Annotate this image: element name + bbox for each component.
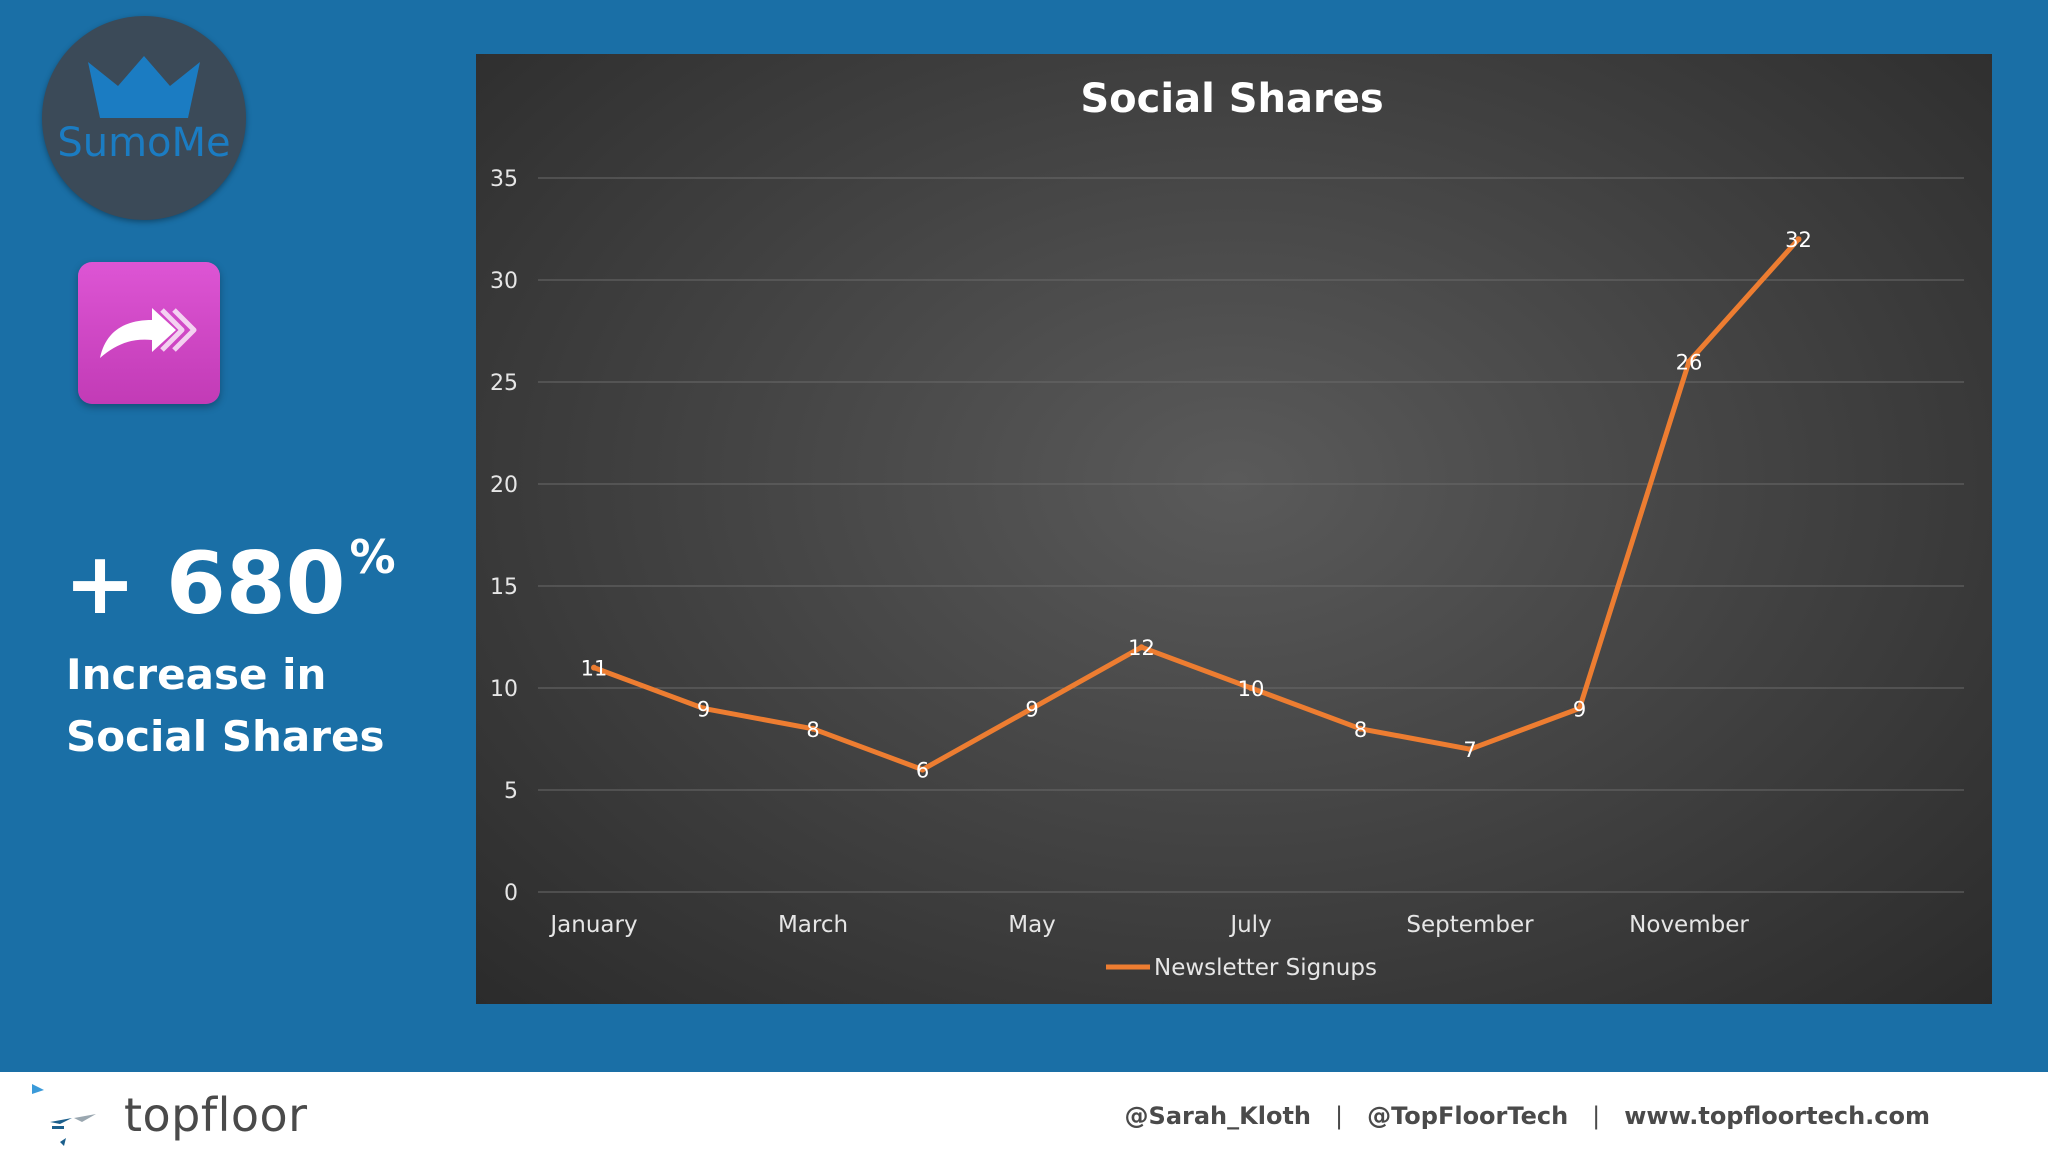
website-link[interactable]: www.topfloortech.com bbox=[1624, 1102, 1930, 1130]
share-app-icon bbox=[78, 262, 220, 404]
data-label: 6 bbox=[916, 759, 929, 783]
x-tick-label: July bbox=[1228, 912, 1271, 938]
crown-icon bbox=[88, 56, 200, 118]
footer-bar bbox=[0, 1072, 2048, 1152]
gridlines bbox=[538, 177, 1964, 893]
x-tick-label: September bbox=[1406, 912, 1534, 938]
stat-caption: Increase in Social Shares bbox=[66, 644, 384, 768]
x-tick-label: May bbox=[1008, 912, 1056, 938]
data-labels: 11 9 8 6 9 12 10 8 7 9 26 32 bbox=[581, 228, 1812, 782]
y-tick-label: 30 bbox=[490, 269, 518, 294]
data-point bbox=[700, 705, 707, 712]
data-label: 9 bbox=[1573, 697, 1586, 721]
data-point bbox=[1576, 705, 1583, 712]
topfloor-logo-icon bbox=[32, 1084, 96, 1146]
data-point bbox=[919, 766, 926, 773]
twitter-handle-company[interactable]: @TopFloorTech bbox=[1367, 1102, 1569, 1130]
data-point bbox=[1138, 644, 1145, 651]
data-label: 8 bbox=[1354, 718, 1367, 742]
data-label: 8 bbox=[806, 718, 819, 742]
series-line bbox=[591, 236, 1801, 773]
data-point bbox=[1795, 236, 1802, 243]
data-point bbox=[810, 725, 816, 732]
sumome-wordmark: SumoMe bbox=[57, 120, 231, 166]
data-label: 7 bbox=[1463, 738, 1476, 762]
twitter-handle-personal[interactable]: @Sarah_Kloth bbox=[1124, 1102, 1311, 1130]
footer-separator: | bbox=[1335, 1102, 1344, 1130]
stat-unit: % bbox=[349, 530, 396, 584]
data-label: 12 bbox=[1128, 636, 1155, 660]
stat-caption-line2: Social Shares bbox=[66, 712, 385, 761]
y-tick-label: 0 bbox=[504, 881, 518, 906]
y-tick-label: 25 bbox=[490, 371, 518, 396]
legend: Newsletter Signups bbox=[1106, 955, 1377, 981]
line-chart: Social Shares 0 5 10 15 20 25 30 35 January Marc… bbox=[490, 76, 1964, 981]
y-axis-ticks: 0 5 10 15 20 25 30 35 bbox=[490, 167, 518, 906]
footer-brand: topfloor bbox=[124, 1088, 308, 1142]
data-point bbox=[1029, 705, 1035, 712]
y-tick-label: 20 bbox=[490, 473, 518, 498]
y-tick-label: 5 bbox=[504, 779, 518, 804]
data-label: 10 bbox=[1238, 677, 1265, 701]
footer-links: @Sarah_Kloth | @TopFloorTech | www.topfloort… bbox=[1125, 1102, 1930, 1130]
data-point bbox=[1248, 685, 1254, 691]
data-label: 32 bbox=[1785, 228, 1812, 252]
data-label: 26 bbox=[1676, 351, 1703, 375]
stat-caption-line1: Increase in bbox=[66, 650, 327, 699]
data-label: 11 bbox=[581, 657, 608, 681]
legend-label: Newsletter Signups bbox=[1154, 955, 1377, 981]
share-forward-icon bbox=[100, 308, 197, 358]
stat-number: + 680 bbox=[64, 534, 346, 634]
data-point bbox=[1686, 358, 1692, 365]
y-tick-label: 10 bbox=[490, 677, 518, 702]
data-label: 9 bbox=[697, 697, 710, 721]
chart-title: Social Shares bbox=[1080, 76, 1383, 122]
stat-value: + 680% bbox=[64, 530, 396, 634]
x-tick-label: January bbox=[548, 912, 637, 938]
data-point bbox=[1357, 725, 1364, 732]
y-tick-label: 15 bbox=[490, 575, 518, 600]
chart-panel: Social Shares 0 5 10 15 20 25 30 35 January Marc… bbox=[476, 54, 1992, 1004]
x-axis-ticks: January March May July September November bbox=[548, 912, 1749, 938]
data-label: 9 bbox=[1025, 697, 1038, 721]
x-tick-label: November bbox=[1629, 912, 1749, 938]
data-point bbox=[1467, 746, 1473, 753]
y-tick-label: 35 bbox=[490, 167, 518, 192]
sumome-logo: SumoMe bbox=[42, 16, 246, 220]
footer-separator: | bbox=[1592, 1102, 1601, 1130]
data-point bbox=[591, 664, 597, 671]
series-layer bbox=[591, 236, 1802, 773]
x-tick-label: March bbox=[778, 912, 848, 938]
